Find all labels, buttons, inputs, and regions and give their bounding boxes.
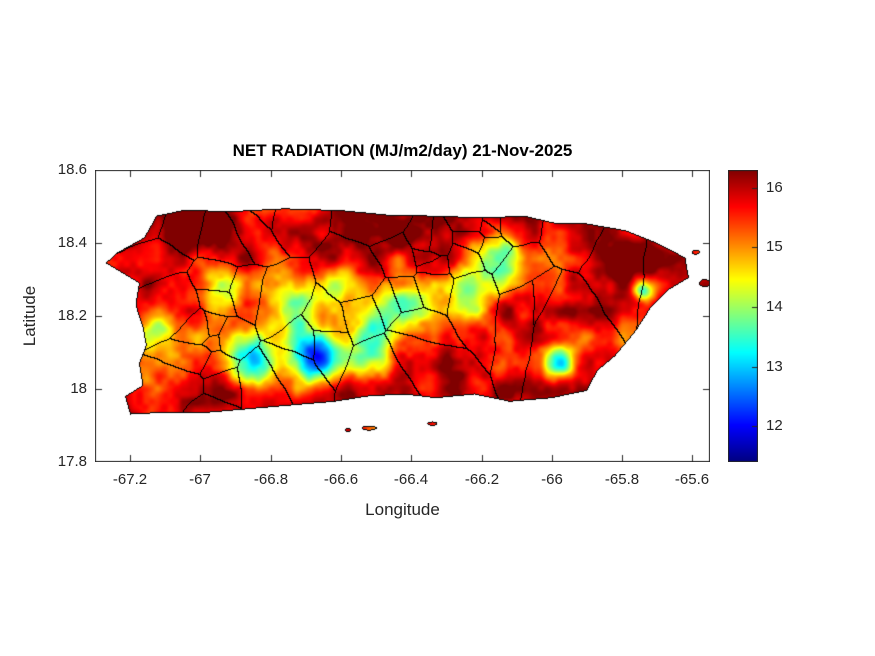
y-tick-label: 17.8 [57,453,87,470]
x-tick-label: -67.2 [112,471,148,488]
x-tick-label: -66.8 [253,471,289,488]
y-tick-label: 18.2 [57,307,87,324]
heatmap-canvas [95,170,710,462]
colorbar-tick-label: 16 [766,179,783,196]
colorbar-tick-label: 12 [766,417,783,434]
x-tick-label: -65.6 [674,471,710,488]
x-tick-label: -66.6 [323,471,359,488]
y-tick-label: 18 [70,380,87,397]
x-tick-label: -66.4 [393,471,429,488]
colorbar-tick-label: 15 [766,238,783,255]
x-tick-label: -66.2 [464,471,500,488]
colorbar-tick-label: 14 [766,298,783,315]
x-axis-label: Longitude [365,500,440,519]
colorbar [728,170,758,462]
x-tick-label: -65.8 [604,471,640,488]
x-tick-label: -66 [541,471,563,488]
x-tick-label: -67 [189,471,211,488]
colorbar-tick-label: 13 [766,358,783,375]
plot-title: NET RADIATION (MJ/m2/day) 21-Nov-2025 [232,141,573,160]
colorbar-canvas [728,170,758,462]
y-tick-label: 18.6 [57,161,87,178]
plot-area [95,170,710,462]
y-tick-label: 18.4 [57,234,87,251]
